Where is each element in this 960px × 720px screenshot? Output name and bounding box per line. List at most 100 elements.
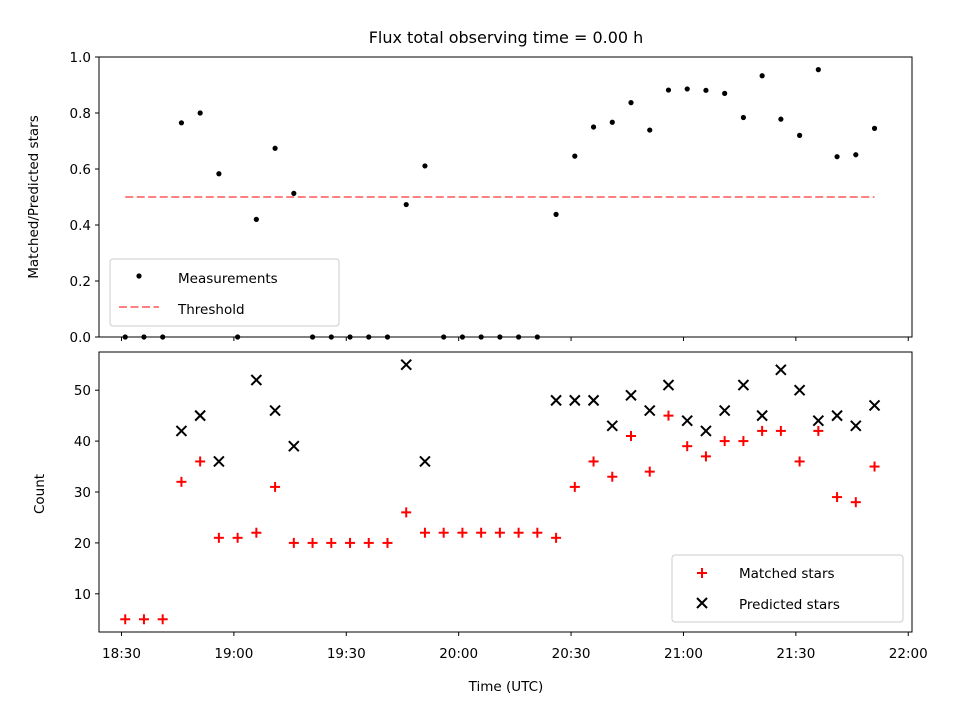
measurement-point [665,87,672,93]
predicted-star-point [812,415,825,427]
bottom-panel: Count Time (UTC) 10 20 30 40 50 18:30 19:00 19… [32,351,928,695]
predicted-star-point [250,374,263,386]
legend-marker-predicted-stars [696,597,708,609]
x-tick-label: 22:00 [889,646,928,662]
bottom-y-tick-label: 10 [74,587,91,603]
top-y-tick-label: 0.0 [70,330,91,346]
matched-star-point [551,532,562,543]
x-tick-label: 20:00 [439,646,478,662]
matched-star-point [120,614,131,625]
top-y-tick-label: 0.6 [70,162,91,178]
measurement-point [834,154,840,160]
measurement-point [609,119,615,125]
predicted-star-point [737,379,750,391]
matched-star-point [569,481,580,492]
x-tick-label: 19:30 [327,646,366,662]
matched-star-point [869,461,880,472]
matched-star-point [532,527,543,538]
matched-star-point [644,466,655,477]
matched-star-point [700,451,711,462]
x-axis-label: Time (UTC) [468,679,544,695]
x-tick-label: 19:00 [214,646,253,662]
measurement-point [797,132,803,138]
bottom-y-tick-label: 30 [74,485,91,501]
matched-star-point [363,537,374,548]
measurement-point [403,201,409,208]
predicted-star-point [269,404,281,417]
measurement-point [253,216,259,222]
bottom-axes-frame [98,351,913,633]
measurement-point [871,125,878,131]
measurement-point [853,152,859,158]
predicted-star-point [831,409,843,422]
matched-star-point [775,425,786,436]
matched-star-point [382,537,393,548]
measurement-point [815,67,821,73]
top-y-tick-label: 0.2 [70,274,91,290]
measurement-point [628,100,634,106]
predicted-star-point [681,415,693,427]
bottom-legend: Matched stars Predicted stars [671,554,904,623]
predicted-star-point [400,359,412,371]
bottom-y-axis-label: Count [32,474,48,514]
matched-star-point [345,537,356,548]
measurement-point [216,171,222,177]
matched-star-point [607,471,618,482]
matched-star-point [438,527,449,538]
measurement-point [272,145,278,151]
bottom-y-ticks: 10 20 30 40 50 [74,383,99,603]
matched-star-point [457,527,468,538]
bottom-legend-box [671,554,904,623]
predicted-star-point [644,404,656,417]
legend-label-threshold: Threshold [177,302,245,318]
matched-star-point [682,441,693,452]
predicted-star-point [718,404,731,417]
predicted-star-point [550,394,562,407]
matched-star-point [476,527,487,538]
top-y-ticks: 0.0 0.2 0.4 0.6 0.8 1.0 [70,50,99,346]
top-y-tick-label: 0.4 [70,218,91,234]
predicted-star-point [662,379,675,391]
x-tick-label: 21:00 [664,646,703,662]
measurement-point [572,153,578,159]
measurement-point [778,116,784,122]
measurement-point [703,87,709,93]
predicted-star-point [175,425,188,437]
measurement-point [291,190,297,196]
matched-star-point [850,497,861,508]
predicted-star-point [700,425,712,437]
matched-star-point [513,527,524,538]
bottom-y-tick-label: 50 [74,383,91,399]
matched-star-point [176,476,187,487]
predicted-star-point [288,440,300,452]
matched-star-point [663,410,674,421]
matched-star-point [138,614,149,625]
predicted-star-point [194,409,206,422]
matched-star-point [401,507,412,518]
x-tick-label: 21:30 [776,646,815,662]
top-x-ticks [120,337,909,341]
top-y-axis-label: Matched/Predicted stars [26,115,42,278]
matched-star-point [326,537,337,548]
matched-star-point [307,537,318,548]
predicted-star-point [625,389,637,401]
measurement-point [722,90,728,96]
predicted-star-point [850,420,862,432]
matched-star-point [419,527,430,538]
matched-star-point [270,481,281,492]
legend-label-measurements: Measurements [178,271,278,287]
predicted-star-point [419,455,431,468]
measurement-point [178,120,185,126]
measurement-point [647,127,653,133]
measurement-point [759,73,765,79]
matched-star-point [588,456,599,467]
matched-star-point [251,527,262,538]
measurement-point [422,163,428,169]
predicted-star-point [868,399,881,412]
bottom-x-ticks: 18:30 19:00 19:30 20:00 20:30 21:00 21:30 22:00 [102,632,928,662]
matched-star-point [794,456,805,467]
matched-star-point [813,425,824,436]
top-legend-box [109,258,340,327]
matched-star-point [288,537,299,548]
